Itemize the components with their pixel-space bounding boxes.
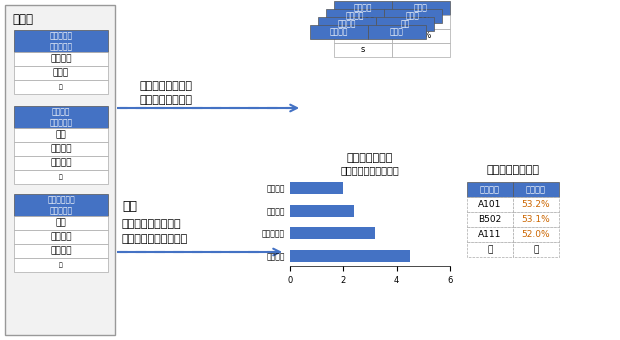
- Bar: [14, 230, 108, 244]
- Text: 5.2%: 5.2%: [410, 17, 432, 27]
- Bar: [467, 242, 513, 257]
- Text: 日付: 日付: [56, 131, 66, 139]
- Text: 53.1%: 53.1%: [521, 215, 551, 224]
- Text: 日付: 日付: [56, 219, 66, 227]
- Bar: [392, 43, 450, 57]
- Text: ＜モデリング＞: ＜モデリング＞: [347, 153, 393, 163]
- Text: 故障率: 故障率: [414, 3, 428, 13]
- Text: 52.0%: 52.0%: [521, 230, 551, 239]
- Bar: [392, 29, 450, 43]
- Bar: [14, 258, 108, 272]
- Text: 故障率: 故障率: [390, 28, 404, 36]
- Text: 0-500: 0-500: [351, 17, 375, 27]
- Bar: [290, 227, 375, 239]
- Text: 53.2%: 53.2%: [521, 200, 551, 209]
- Bar: [467, 197, 513, 212]
- Bar: [14, 52, 108, 66]
- Text: データ: データ: [12, 13, 33, 26]
- Bar: [384, 9, 442, 23]
- Bar: [513, 212, 559, 227]
- Text: 機器マスタ
データ項目: 機器マスタ データ項目: [50, 31, 73, 51]
- Text: メンテナンス
データ項目: メンテナンス データ項目: [47, 195, 75, 215]
- Text: 件数: 件数: [401, 19, 410, 29]
- Text: 予測確率: 予測確率: [526, 185, 546, 194]
- Text: 500-1000: 500-1000: [343, 32, 383, 40]
- Bar: [368, 25, 426, 39]
- Text: 機器番号: 機器番号: [480, 185, 500, 194]
- Bar: [14, 30, 108, 52]
- Text: データマイニングは: データマイニングは: [122, 219, 182, 229]
- Text: 故障場所: 故障場所: [50, 246, 72, 255]
- Bar: [290, 205, 354, 217]
- Text: 機器番号: 機器番号: [50, 233, 72, 241]
- Bar: [334, 15, 392, 29]
- Bar: [392, 15, 450, 29]
- Bar: [14, 66, 108, 80]
- Bar: [14, 170, 108, 184]
- Bar: [513, 227, 559, 242]
- Bar: [14, 142, 108, 156]
- Bar: [334, 43, 392, 57]
- Bar: [318, 17, 376, 31]
- Text: 納入日: 納入日: [53, 68, 69, 78]
- Bar: [467, 227, 513, 242]
- Bar: [14, 80, 108, 94]
- Text: A101: A101: [478, 200, 502, 209]
- Text: 故障率: 故障率: [406, 12, 420, 20]
- Bar: [467, 212, 513, 227]
- Text: ：: ：: [59, 84, 63, 90]
- Text: 3.8%: 3.8%: [410, 32, 432, 40]
- Text: ：: ：: [487, 245, 493, 254]
- Bar: [334, 1, 392, 15]
- Bar: [14, 194, 108, 216]
- Text: ：: ：: [59, 262, 63, 268]
- Text: 印刷枚数: 印刷枚数: [330, 28, 348, 36]
- Bar: [14, 156, 108, 170]
- Text: 機器番号: 機器番号: [50, 54, 72, 64]
- Bar: [326, 9, 384, 23]
- Text: 一方: 一方: [122, 201, 137, 214]
- Text: 重要な要因を自動抽出: 重要な要因を自動抽出: [122, 234, 188, 244]
- Text: 人が分析軸を設定: 人が分析軸を設定: [140, 81, 193, 91]
- Text: ：: ：: [533, 245, 539, 254]
- Bar: [334, 29, 392, 43]
- Bar: [290, 250, 410, 262]
- Text: 故障場所: 故障場所: [338, 19, 356, 29]
- Text: 稼働年月: 稼働年月: [354, 3, 372, 13]
- Text: ：: ：: [59, 174, 63, 180]
- Text: s: s: [361, 46, 365, 54]
- Bar: [290, 182, 343, 194]
- Text: 故障間隔: 故障間隔: [346, 12, 365, 20]
- Text: 稼働状況
データ項目: 稼働状況 データ項目: [50, 107, 73, 127]
- Bar: [513, 197, 559, 212]
- Bar: [467, 182, 513, 197]
- Bar: [513, 182, 559, 197]
- Bar: [14, 128, 108, 142]
- Text: 故障と相関の高い項目: 故障と相関の高い項目: [340, 165, 399, 175]
- Text: 印刷枚数: 印刷枚数: [50, 158, 72, 168]
- Bar: [513, 242, 559, 257]
- Text: B502: B502: [479, 215, 502, 224]
- Text: 機器番号: 機器番号: [50, 144, 72, 153]
- Bar: [5, 5, 115, 335]
- Bar: [376, 17, 434, 31]
- Bar: [310, 25, 368, 39]
- Bar: [14, 244, 108, 258]
- Text: 故障の要因を探す: 故障の要因を探す: [140, 95, 193, 105]
- Text: A111: A111: [478, 230, 502, 239]
- Bar: [14, 216, 108, 230]
- Bar: [392, 1, 450, 15]
- Bar: [14, 106, 108, 128]
- Text: ＜スコアリング＞: ＜スコアリング＞: [487, 165, 539, 175]
